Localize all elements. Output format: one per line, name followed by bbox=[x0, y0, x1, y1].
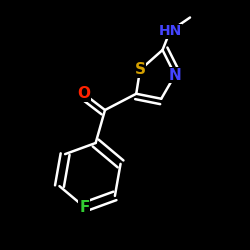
Text: HN: HN bbox=[158, 24, 182, 38]
Text: F: F bbox=[79, 200, 90, 214]
Text: S: S bbox=[134, 62, 145, 78]
Text: N: N bbox=[168, 68, 181, 82]
Text: O: O bbox=[77, 86, 90, 101]
